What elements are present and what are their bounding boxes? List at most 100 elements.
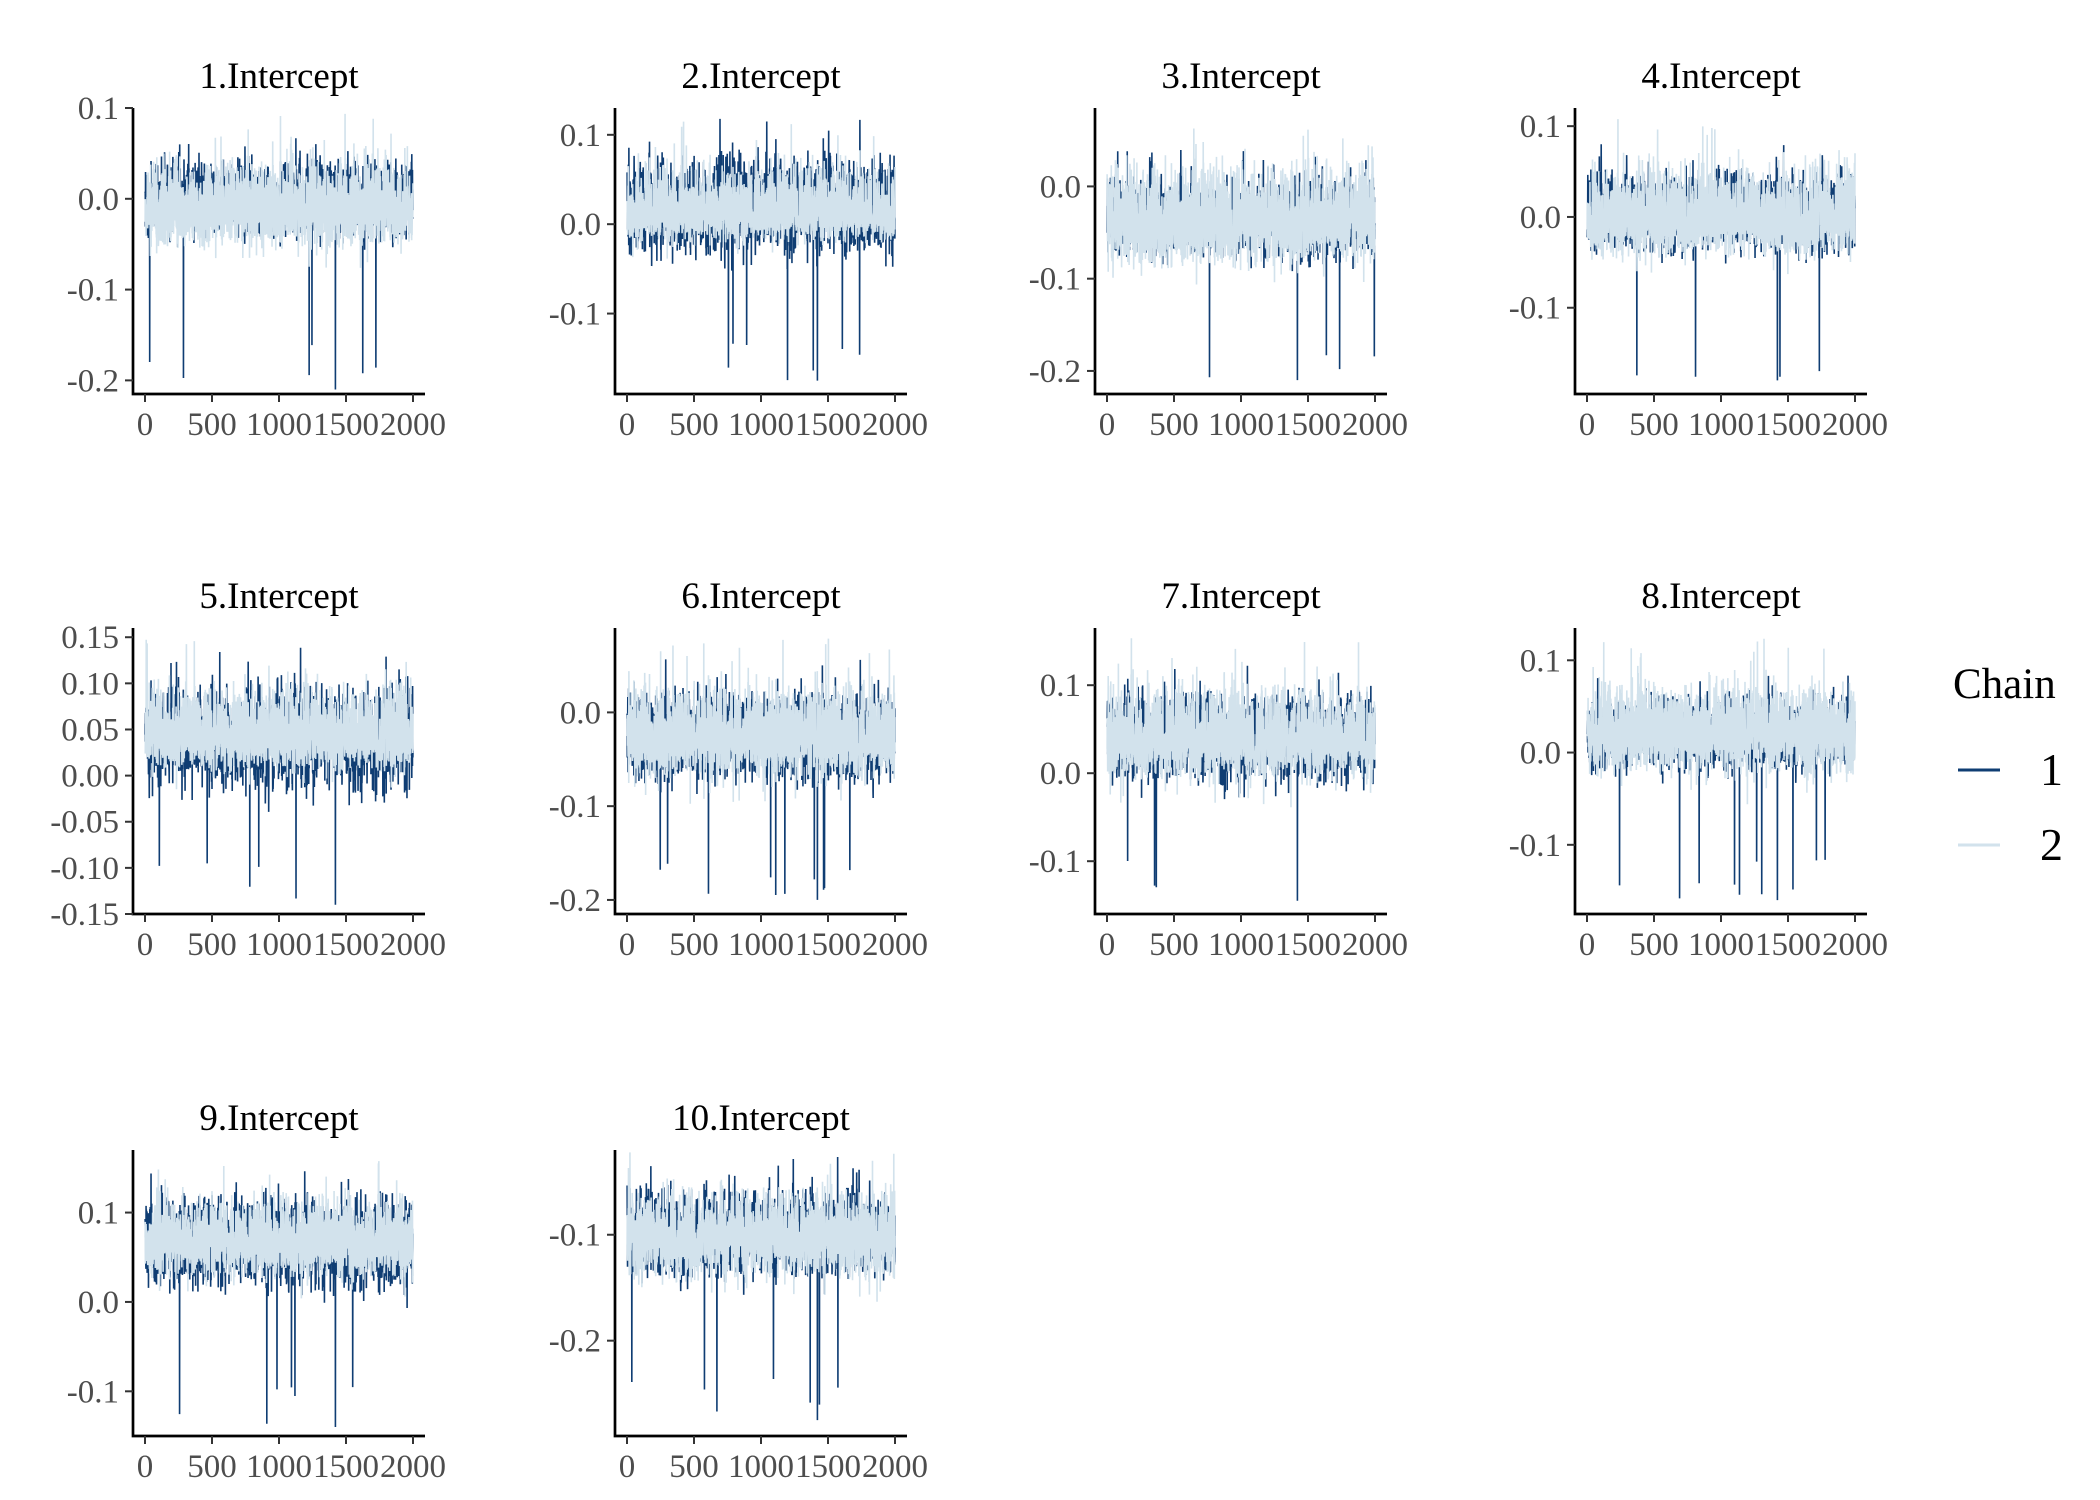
axis-lines <box>613 628 907 916</box>
x-tick-label: 0 <box>1579 407 1596 443</box>
y-tick-label: -0.1 <box>1509 828 1561 864</box>
x-tick-label: 1000 <box>246 1449 312 1485</box>
x-tick-label: 500 <box>669 927 719 963</box>
panel-title: 8.Intercept <box>1641 576 1801 617</box>
x-tick-label: 2000 <box>1822 927 1888 963</box>
y-tick-label: -0.1 <box>1509 291 1561 327</box>
axis-lines <box>1093 108 1387 396</box>
x-tick-label: 1500 <box>795 927 861 963</box>
axis-lines <box>1573 108 1867 396</box>
y-tick-label: 0.0 <box>1040 756 1081 792</box>
x-tick-label: 0 <box>619 407 636 443</box>
x-tick-label: 500 <box>187 1449 237 1485</box>
panel-title: 1.Intercept <box>199 56 359 97</box>
panel-title: 7.Intercept <box>1161 576 1321 617</box>
y-tick-label: 0.0 <box>1040 169 1081 205</box>
y-tick-label: -0.1 <box>1029 262 1081 298</box>
legend-label-chain-2: 2 <box>2040 819 2063 870</box>
trace-line-chain-2 <box>144 639 414 790</box>
x-tick-label: 0 <box>1099 407 1116 443</box>
x-tick-label: 2000 <box>862 1449 928 1485</box>
x-tick-label: 500 <box>1149 927 1199 963</box>
panel-6: 6.Intercept 0.0 -0.1 -0.2 0 500 1000 1500 2000 <box>549 576 928 963</box>
x-tick-label: 2000 <box>1342 407 1408 443</box>
x-tick-label: 1000 <box>728 1449 794 1485</box>
x-tick-label: 1500 <box>1755 927 1821 963</box>
x-tick-label: 2000 <box>380 407 446 443</box>
trace-line-chain-2 <box>1106 128 1376 285</box>
y-tick-label: -0.1 <box>67 1374 119 1410</box>
panel-title: 5.Intercept <box>199 576 359 617</box>
x-tick-label: 500 <box>187 927 237 963</box>
panel-7: 7.Intercept 0.1 0.0 -0.1 0 500 1000 1500 2000 <box>1029 576 1408 963</box>
y-tick-label: -0.1 <box>1029 844 1081 880</box>
x-tick-label: 0 <box>137 407 154 443</box>
panel-title: 2.Intercept <box>681 56 841 97</box>
x-tick-label: 2000 <box>862 407 928 443</box>
y-tick-label: 0.0 <box>1520 200 1561 236</box>
x-tick-label: 2000 <box>380 927 446 963</box>
x-tick-label: 1000 <box>246 927 312 963</box>
x-tick-label: 1000 <box>1208 407 1274 443</box>
x-tick-label: 0 <box>137 1449 154 1485</box>
y-tick-label: -0.10 <box>50 851 119 887</box>
panel-3: 3.Intercept 0.0 -0.1 -0.2 0 500 1000 1500 2000 <box>1029 56 1408 443</box>
trace-line-chain-2 <box>626 1152 896 1302</box>
trace-line-chain-2 <box>1106 638 1376 808</box>
x-tick-label: 1000 <box>728 407 794 443</box>
y-tick-label: -0.1 <box>549 1218 601 1254</box>
y-tick-label: -0.05 <box>50 805 119 841</box>
x-tick-label: 2000 <box>1342 927 1408 963</box>
x-tick-label: 500 <box>1629 407 1679 443</box>
y-tick-label: -0.2 <box>67 363 119 399</box>
y-tick-label: -0.1 <box>549 789 601 825</box>
panel-title: 6.Intercept <box>681 576 841 617</box>
y-tick-label: -0.15 <box>50 897 119 933</box>
panel-9: 9.Intercept 0.1 0.0 -0.1 0 500 1000 1500 2000 <box>67 1098 446 1485</box>
y-tick-label: 0.1 <box>1520 643 1561 679</box>
x-tick-label: 0 <box>619 927 636 963</box>
x-tick-label: 500 <box>1629 927 1679 963</box>
y-tick-label: 0.1 <box>78 1196 119 1232</box>
panel-5: 5.Intercept 0.15 0.10 0.05 0.00 -0.05 -0.10 -0.… <box>50 576 446 963</box>
x-tick-label: 1000 <box>246 407 312 443</box>
trace-line-chain-2 <box>626 638 896 804</box>
y-tick-label: 0.05 <box>61 712 119 748</box>
legend-title: Chain <box>1953 661 2056 708</box>
y-tick-label: -0.1 <box>67 273 119 309</box>
y-tick-label: -0.2 <box>1029 354 1081 390</box>
x-tick-label: 1000 <box>1688 927 1754 963</box>
panel-2: 2.Intercept 0.1 0.0 -0.1 0 500 1000 1500 2000 <box>549 56 928 443</box>
axis-lines <box>613 1150 907 1438</box>
x-tick-label: 1500 <box>795 1449 861 1485</box>
y-tick-label: -0.1 <box>549 297 601 333</box>
y-tick-label: 0.0 <box>1520 736 1561 772</box>
trace-line-chain-2 <box>1586 119 1856 275</box>
trace-line-chain-2 <box>144 113 414 268</box>
x-tick-label: 2000 <box>862 927 928 963</box>
y-tick-label: -0.2 <box>549 883 601 919</box>
trace-line-chain-2 <box>626 121 896 259</box>
x-tick-label: 500 <box>669 407 719 443</box>
y-tick-label: 0.0 <box>560 207 601 243</box>
legend: Chain 1 2 <box>1953 661 2063 870</box>
y-tick-label: 0.0 <box>78 1285 119 1321</box>
panel-8: 8.Intercept 0.1 0.0 -0.1 0 500 1000 1500 2000 <box>1509 576 1888 963</box>
y-tick-label: 0.0 <box>560 695 601 731</box>
x-tick-label: 1500 <box>1275 407 1341 443</box>
trace-line-chain-2 <box>1586 638 1856 805</box>
x-tick-label: 1500 <box>313 1449 379 1485</box>
x-tick-label: 0 <box>1579 927 1596 963</box>
y-tick-label: 0.1 <box>78 91 119 127</box>
x-tick-label: 0 <box>137 927 154 963</box>
axis-lines <box>131 108 425 396</box>
x-tick-label: 1500 <box>313 927 379 963</box>
panel-title: 9.Intercept <box>199 1098 359 1139</box>
y-tick-label: 0.00 <box>61 759 119 795</box>
x-tick-label: 2000 <box>1822 407 1888 443</box>
axis-lines <box>1093 628 1387 916</box>
trace-line-chain-2 <box>144 1161 414 1299</box>
y-tick-label: 0.1 <box>1520 109 1561 145</box>
panel-10: 10.Intercept -0.1 -0.2 0 500 1000 1500 2000 <box>549 1098 928 1485</box>
